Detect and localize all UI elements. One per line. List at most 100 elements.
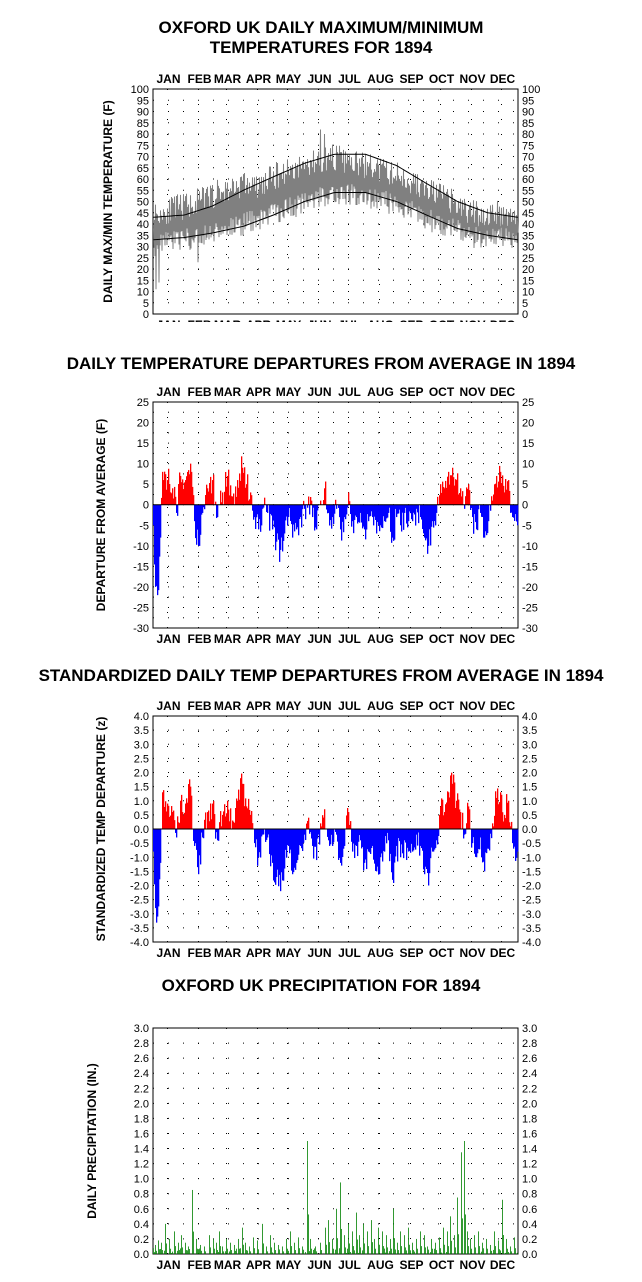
month-label-bottom: MAR [214, 632, 242, 646]
departure-bar [406, 504, 408, 524]
standardized-bar [423, 829, 425, 870]
standardized-bar [497, 788, 499, 829]
departure-bar [397, 504, 399, 514]
precipitation-bar [483, 1248, 484, 1254]
standardized-bar [432, 829, 434, 852]
standardized-bar [456, 800, 458, 829]
departure-bar [240, 480, 242, 505]
month-label-bottom: DEC [490, 632, 516, 646]
month-label-top: FEB [188, 72, 212, 86]
standardized-bar [513, 829, 515, 849]
standardized-bar [296, 829, 298, 863]
departure-bar [499, 465, 501, 505]
standardized-bar [368, 829, 370, 852]
y-tick-label-left: 15 [137, 275, 149, 287]
departure-bar [398, 504, 400, 514]
month-label-bottom: SEP [399, 318, 423, 322]
standardized-bar [351, 829, 353, 842]
precipitation-bar [339, 1248, 340, 1254]
y-tick-label-left: 60 [137, 174, 149, 186]
standardized-bar [358, 829, 360, 842]
month-label-top: APR [246, 72, 272, 86]
standardized-bar [224, 804, 226, 829]
departure-bar [484, 504, 486, 538]
standardized-bar [455, 807, 457, 829]
y-tick-label-left: 4.0 [134, 711, 149, 723]
precipitation-bar [505, 1252, 506, 1254]
precipitation-bar [494, 1231, 495, 1254]
precipitation-bar [166, 1243, 167, 1254]
departure-bar [372, 504, 374, 518]
standardized-bar [295, 829, 297, 870]
precipitation-bar [216, 1242, 217, 1254]
standardized-bar [324, 809, 326, 829]
precipitation-bar [503, 1235, 504, 1254]
standardized-bar [462, 812, 464, 829]
standardized-bar [205, 812, 207, 829]
precipitation-bar [204, 1246, 205, 1254]
standardized-bar [487, 829, 489, 849]
departure-bar [387, 504, 389, 518]
departure-bar [287, 504, 289, 526]
precipitation-bar [158, 1240, 159, 1254]
month-label-bottom: FEB [188, 946, 212, 960]
departure-bar [511, 504, 513, 513]
month-label-bottom: JUL [338, 318, 361, 322]
precipitation-bar [316, 1251, 317, 1254]
departure-bar [275, 504, 277, 551]
departure-bar [225, 471, 227, 505]
departure-bar [245, 487, 247, 505]
y-tick-label-right: 55 [522, 185, 534, 197]
departure-bar [195, 504, 197, 539]
departure-bar [175, 496, 177, 505]
precipitation-bar [439, 1237, 440, 1254]
y-tick-label-right: -3.0 [522, 909, 541, 921]
y-tick-label-left: -5 [139, 520, 149, 532]
departure-bar [355, 504, 357, 516]
standardized-bar [507, 802, 509, 829]
month-label-top: JAN [156, 699, 180, 713]
standardized-bar [466, 823, 468, 829]
standardized-bar [508, 800, 510, 829]
y-tick-label-left: 70 [137, 152, 149, 164]
month-label-top: SEP [399, 385, 423, 399]
departure-bar [161, 497, 163, 505]
precipitation-bar [326, 1244, 327, 1254]
standardized-bar [251, 810, 253, 829]
departure-bar [183, 489, 185, 505]
departure-bar [343, 504, 345, 533]
series-normal-min [153, 192, 518, 241]
temp-chart-title: OXFORD UK DAILY MAXIMUM/MINIMUM TEMPERAT… [0, 18, 642, 58]
standardized-bar [468, 806, 470, 829]
standardized-bar [444, 812, 446, 829]
departure-bar [389, 504, 391, 508]
standardized-bar [312, 829, 314, 846]
standardized-bar [225, 816, 227, 829]
precipitation-bar [286, 1238, 287, 1254]
precipitation-bar [340, 1182, 341, 1254]
y-tick-label-right: 65 [522, 163, 534, 175]
standardized-bar [313, 829, 315, 859]
standardized-bar [212, 803, 214, 829]
standardized-bar [500, 792, 502, 829]
standardized-bar [394, 829, 396, 863]
precipitation-bar [159, 1249, 160, 1254]
departure-bar [394, 504, 396, 540]
standardized-bar [219, 822, 221, 829]
standardized-bar [314, 829, 316, 847]
departure-bar [241, 456, 243, 505]
standardized-bar [186, 798, 188, 829]
departure-bar [181, 482, 183, 505]
precipitation-bar [391, 1248, 392, 1254]
precipitation-bar [210, 1247, 211, 1254]
y-tick-label-left: 10 [137, 287, 149, 299]
precipitation-bar [155, 1244, 156, 1254]
y-tick-label-left: 2.0 [134, 768, 149, 780]
departure-bar [300, 504, 302, 518]
standardized-bar [309, 829, 311, 834]
precipitation-bar [309, 1251, 310, 1254]
standardized-bar [247, 808, 249, 829]
precipitation-bar [200, 1244, 201, 1254]
precipitation-bar [197, 1248, 198, 1254]
precipitation-bar [441, 1252, 442, 1254]
